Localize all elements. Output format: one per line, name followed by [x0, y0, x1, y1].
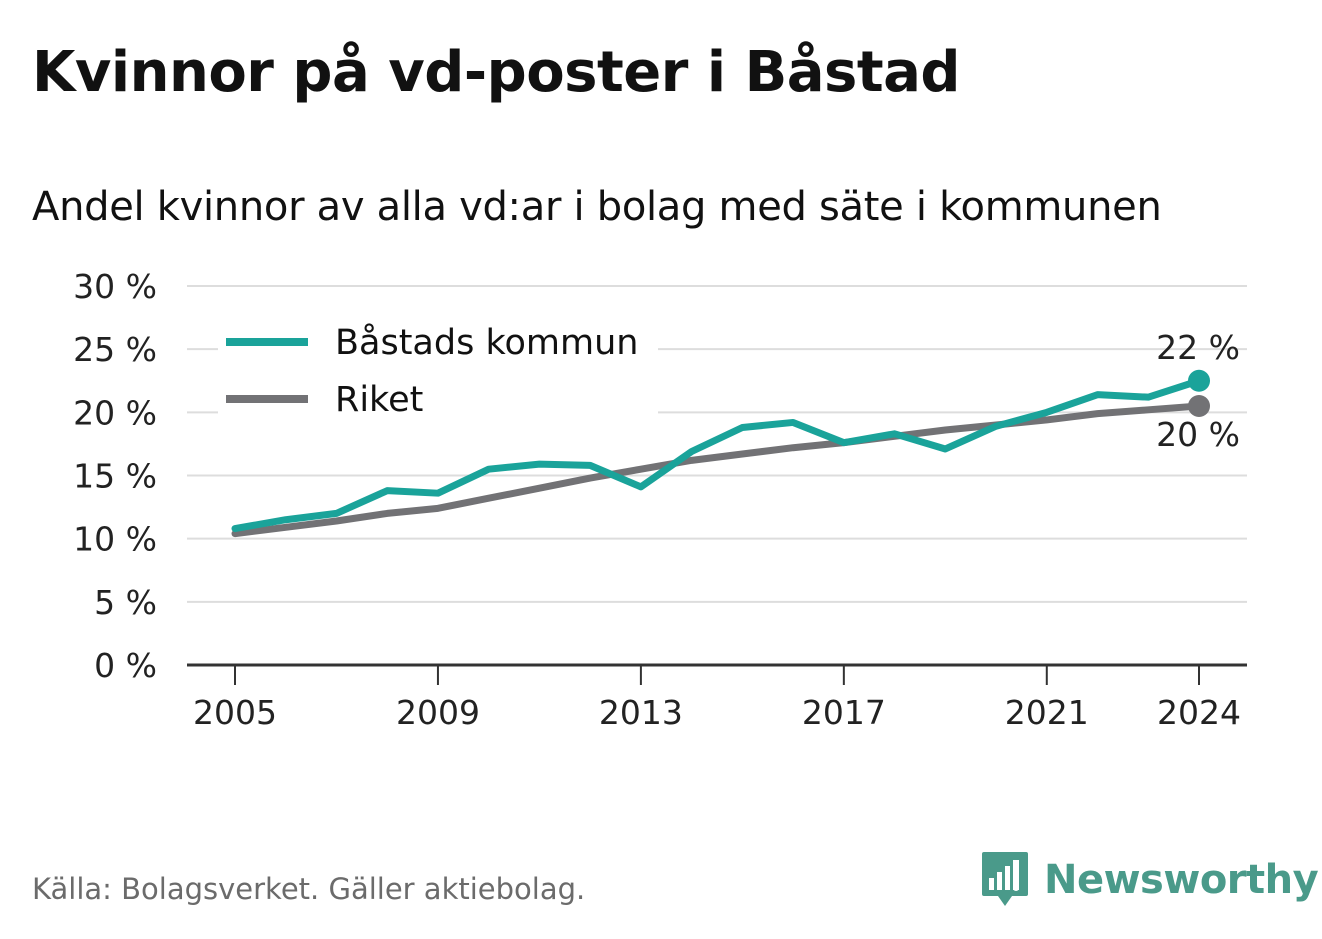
y-tick-label: 30 % — [73, 267, 157, 306]
series-line-bastad — [231, 377, 1203, 533]
y-tick-label: 15 % — [73, 457, 157, 496]
series-lines — [231, 369, 1210, 538]
end-point-riket — [1188, 395, 1210, 418]
end-labels: 22 % 20 % — [1156, 328, 1240, 454]
brand-logo: Newsworthy — [980, 850, 1319, 910]
x-tick-label: 2017 — [802, 693, 886, 732]
x-tick-label: 2021 — [1005, 693, 1089, 732]
y-tick-label: 0 % — [94, 646, 157, 685]
x-axis-ticks: 2005 2009 2013 2017 2021 2024 — [193, 665, 1241, 732]
legend-label-bastad: Båstads kommun — [335, 322, 638, 363]
source-note: Källa: Bolagsverket. Gäller aktiebolag. — [32, 872, 586, 906]
y-tick-label: 10 % — [73, 520, 157, 559]
legend: Båstads kommun Riket — [218, 315, 658, 420]
legend-label-riket: Riket — [335, 380, 423, 420]
y-tick-label: 5 % — [94, 583, 157, 622]
bar-chart-speech-bubble-icon — [982, 852, 1028, 906]
x-tick-label: 2024 — [1157, 693, 1241, 732]
y-tick-label: 25 % — [73, 330, 157, 369]
x-tick-label: 2005 — [193, 693, 277, 732]
end-point-bastad — [1188, 369, 1210, 392]
chart-subtitle: Andel kvinnor av alla vd:ar i bolag med … — [32, 184, 1162, 230]
x-tick-label: 2009 — [396, 693, 480, 732]
y-axis-ticks: 0 % 5 % 10 % 15 % 20 % 25 % 30 % — [73, 267, 157, 685]
end-label-bastad: 22 % — [1156, 328, 1240, 367]
series-line-riket — [231, 402, 1203, 538]
x-tick-label: 2013 — [599, 693, 683, 732]
y-tick-label: 20 % — [73, 393, 157, 432]
brand-name: Newsworthy — [1044, 857, 1319, 903]
line-chart: 0 %5 %10 %15 %20 %25 %30 % 2005 2009 2013 2… — [73, 267, 1247, 732]
chart-title: Kvinnor på vd-poster i Båstad — [32, 40, 961, 105]
end-label-riket: 20 % — [1156, 415, 1240, 454]
